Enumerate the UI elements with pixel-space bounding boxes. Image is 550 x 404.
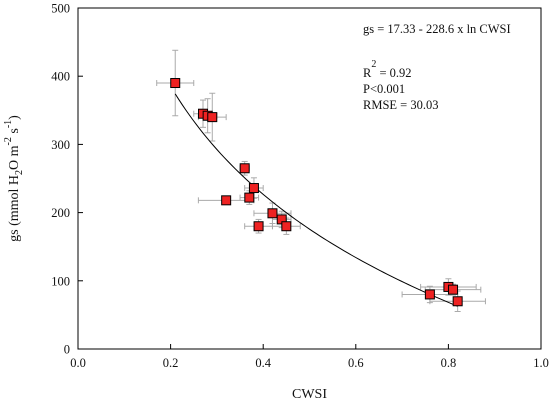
plot-frame xyxy=(77,7,542,350)
y-label-mid2: s xyxy=(7,128,22,137)
data-point xyxy=(207,112,218,123)
data-point xyxy=(452,296,463,307)
x-tick-label: 0.8 xyxy=(441,356,457,370)
x-tick-label: 1.0 xyxy=(533,356,549,370)
fit-curve xyxy=(174,93,458,307)
y-label-prefix: gs (mmol H xyxy=(7,175,22,242)
r-squared: R2 = 0.92 xyxy=(363,59,412,80)
data-points xyxy=(170,78,463,307)
x-tick-label: 0.0 xyxy=(70,356,86,370)
y-tick-label: 500 xyxy=(51,2,70,16)
y-label-sub: 2 xyxy=(14,170,25,175)
y-tick-label: 400 xyxy=(51,70,70,84)
data-point xyxy=(267,208,278,219)
rmse-value: RMSE = 30.03 xyxy=(363,98,438,112)
r-squared-value: = 0.92 xyxy=(376,66,411,80)
y-tick-label: 0 xyxy=(64,343,70,357)
data-point xyxy=(221,195,232,206)
x-tick-label: 0.2 xyxy=(163,356,179,370)
y-tick-label: 300 xyxy=(51,138,70,152)
p-value: P<0.001 xyxy=(363,82,405,96)
r-squared-base: R xyxy=(363,66,372,80)
data-point xyxy=(244,192,255,203)
x-axis: 0.0 0.2 0.4 0.6 0.8 1.0 xyxy=(70,344,549,370)
data-point xyxy=(281,221,292,232)
y-tick-label: 200 xyxy=(51,206,70,220)
data-point xyxy=(448,284,459,295)
y-label-mid: O m xyxy=(7,145,22,170)
x-axis-label: CWSI xyxy=(292,387,327,402)
x-tick-label: 0.6 xyxy=(348,356,364,370)
y-label-suffix: ) xyxy=(7,115,22,120)
y-axis-label: gs (mmol H2O m-2 s-1) xyxy=(3,115,25,242)
data-point xyxy=(424,289,435,300)
data-point xyxy=(239,163,250,174)
x-tick-label: 0.4 xyxy=(255,356,271,370)
y-tick-label: 100 xyxy=(51,274,70,288)
error-bars xyxy=(156,49,486,312)
data-point xyxy=(248,183,259,194)
data-point xyxy=(170,78,181,89)
r-squared-sup: 2 xyxy=(371,59,376,70)
y-label-sup1: -2 xyxy=(3,137,14,145)
fit-equation: gs = 17.33 - 228.6 x ln CWSI xyxy=(363,22,511,36)
y-label-sup2: -1 xyxy=(3,120,14,128)
y-axis: 0 100 200 300 400 500 xyxy=(51,2,83,357)
data-point xyxy=(253,221,264,232)
